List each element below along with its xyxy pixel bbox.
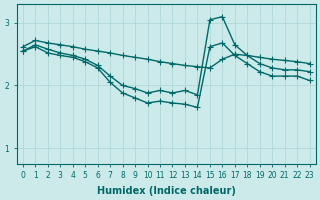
X-axis label: Humidex (Indice chaleur): Humidex (Indice chaleur) [97,186,236,196]
